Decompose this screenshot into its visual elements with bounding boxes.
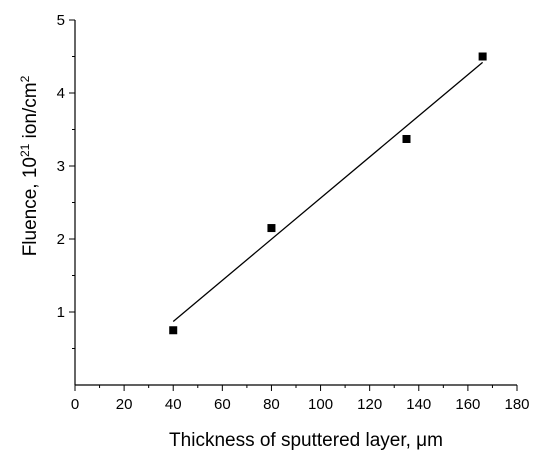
y-tick-label: 5 — [57, 12, 65, 29]
x-tick-label: 0 — [71, 396, 79, 413]
y-axis-label: Fluence, 1021 ion/cm2 — [18, 75, 41, 256]
y-tick-label: 2 — [57, 231, 65, 248]
x-tick-label: 20 — [116, 396, 133, 413]
y-axis-label-main: Fluence, 10 — [20, 157, 41, 256]
x-tick-label: 180 — [504, 396, 529, 413]
y-tick-label: 4 — [57, 85, 65, 102]
x-ticks: 0 20 40 60 80 100 120 140 160 180 — [71, 385, 530, 413]
data-point — [267, 224, 275, 232]
data-point — [169, 326, 177, 334]
data-point — [479, 53, 487, 61]
fit-line — [173, 62, 482, 321]
y-tick-label: 1 — [57, 304, 65, 321]
x-tick-label: 140 — [406, 396, 431, 413]
axes — [75, 20, 517, 385]
y-ticks: 1 2 3 4 5 — [57, 12, 75, 349]
y-axis-label-unit: ion/cm — [20, 82, 41, 143]
x-tick-label: 120 — [357, 396, 382, 413]
x-axis-label: Thickness of sputtered layer, μm — [169, 430, 443, 451]
y-tick-label: 3 — [57, 158, 65, 175]
y-axis-label-sup2: 2 — [18, 75, 32, 82]
x-tick-label: 80 — [263, 396, 280, 413]
x-tick-label: 100 — [308, 396, 333, 413]
x-tick-label: 160 — [455, 396, 480, 413]
fit-line-group — [173, 62, 482, 321]
data-point — [403, 135, 411, 143]
data-points — [169, 53, 486, 335]
x-tick-label: 40 — [165, 396, 182, 413]
y-axis-label-sup1: 21 — [18, 143, 32, 157]
x-tick-label: 60 — [214, 396, 231, 413]
